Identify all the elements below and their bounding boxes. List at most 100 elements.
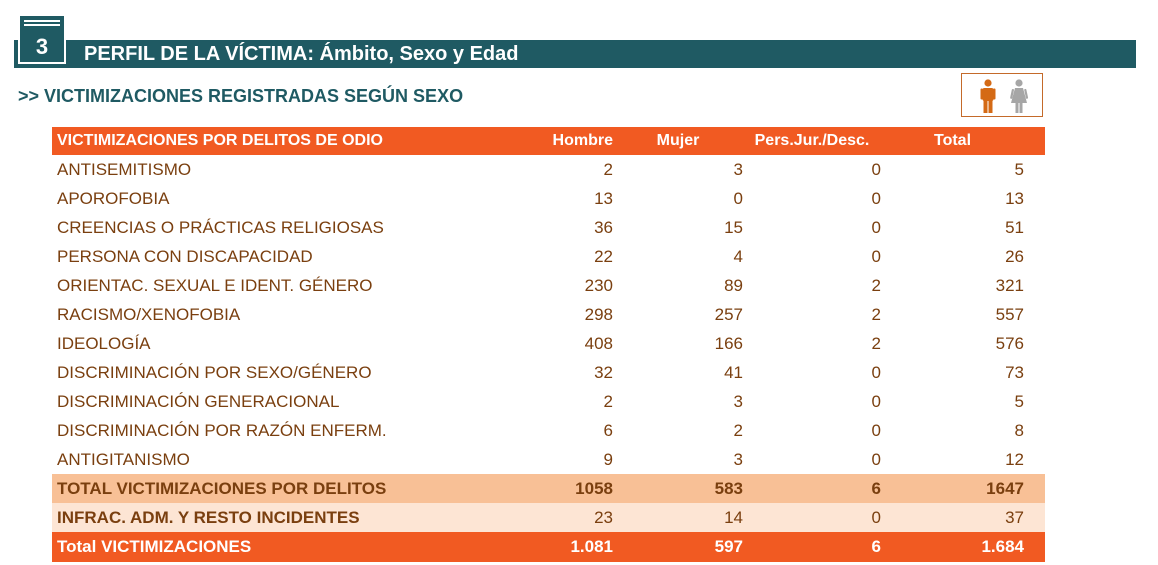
table-row: ANTISEMITISMO 2 3 0 5	[52, 155, 1045, 184]
table-row: RACISMO/XENOFOBIA 298 257 2 557	[52, 300, 1045, 329]
section-number: 3	[35, 34, 49, 59]
row-label: ORIENTAC. SEXUAL E IDENT. GÉNERO	[57, 275, 373, 295]
cell-mujer: 3	[733, 159, 743, 179]
table-row: DISCRIMINACIÓN POR SEXO/GÉNERO 32 41 0 73	[52, 358, 1045, 387]
row-label: DISCRIMINACIÓN POR RAZÓN ENFERM.	[57, 420, 387, 440]
header-mujer: Mujer	[656, 132, 700, 149]
cell-pers-jur: 2	[871, 333, 881, 353]
row-label: RACISMO/XENOFOBIA	[57, 304, 241, 324]
cell-total: 1.684	[981, 537, 1024, 556]
woman-icon	[1010, 79, 1029, 113]
cell-pers-jur: 2	[871, 275, 881, 295]
cell-pers-jur: 6	[871, 478, 881, 498]
row-label: ANTIGITANISMO	[57, 449, 190, 469]
cell-hombre: 298	[584, 304, 613, 324]
victimizaciones-table: VICTIMIZACIONES POR DELITOS DE ODIO Homb…	[52, 127, 1045, 562]
section-box-decoration	[24, 20, 60, 26]
table-row: DISCRIMINACIÓN GENERACIONAL 2 3 0 5	[52, 387, 1045, 416]
cell-hombre: 1.081	[570, 537, 613, 556]
cell-hombre: 230	[584, 275, 613, 295]
cell-hombre: 13	[594, 188, 613, 208]
row-label: Total VICTIMIZACIONES	[57, 537, 252, 556]
cell-total: 51	[1005, 217, 1024, 237]
cell-total: 5	[1014, 159, 1024, 179]
header-pers-jur: Pers.Jur./Desc.	[754, 132, 870, 149]
cell-pers-jur: 6	[871, 537, 881, 556]
cell-total: 73	[1005, 362, 1024, 382]
table-row: ORIENTAC. SEXUAL E IDENT. GÉNERO 230 89 2 32…	[52, 271, 1045, 300]
row-label: CREENCIAS O PRÁCTICAS RELIGIOSAS	[57, 217, 384, 237]
cell-hombre: 22	[594, 246, 613, 266]
section-number-box: 3	[18, 14, 66, 64]
section-header-band	[14, 40, 1136, 68]
infrac-row: INFRAC. ADM. Y RESTO INCIDENTES 23 14 0 …	[52, 503, 1045, 532]
subtitle: >> VICTIMIZACIONES REGISTRADAS SEGÚN SEX…	[18, 86, 464, 106]
cell-total: 12	[1005, 449, 1024, 469]
cell-mujer: 3	[733, 391, 743, 411]
section-title: PERFIL DE LA VÍCTIMA: Ámbito, Sexo y Eda…	[84, 43, 519, 65]
cell-hombre: 2	[603, 159, 613, 179]
total-delitos-row: TOTAL VICTIMIZACIONES POR DELITOS 1058 5…	[52, 474, 1045, 503]
cell-mujer: 2	[733, 420, 743, 440]
table-row: IDEOLOGÍA 408 166 2 576	[52, 329, 1045, 358]
cell-hombre: 6	[603, 420, 613, 440]
cell-total: 321	[995, 275, 1024, 295]
row-label: APOROFOBIA	[57, 188, 170, 208]
cell-mujer: 597	[714, 537, 743, 556]
cell-pers-jur: 2	[871, 304, 881, 324]
gender-icons-box	[961, 73, 1043, 117]
cell-pers-jur: 0	[871, 159, 881, 179]
cell-mujer: 0	[733, 188, 743, 208]
cell-total: 1647	[986, 478, 1024, 498]
cell-hombre: 1058	[575, 478, 613, 498]
cell-hombre: 9	[603, 449, 613, 469]
cell-pers-jur: 0	[871, 362, 881, 382]
table-row: CREENCIAS O PRÁCTICAS RELIGIOSAS 36 15 0 51	[52, 213, 1045, 242]
cell-total: 5	[1014, 391, 1024, 411]
cell-total: 8	[1014, 420, 1024, 440]
row-label: TOTAL VICTIMIZACIONES POR DELITOS	[57, 478, 387, 498]
cell-mujer: 89	[724, 275, 743, 295]
cell-total: 26	[1005, 246, 1024, 266]
row-label: INFRAC. ADM. Y RESTO INCIDENTES	[57, 507, 360, 527]
cell-total: 37	[1005, 507, 1024, 527]
row-label: IDEOLOGÍA	[57, 333, 151, 353]
row-label: PERSONA CON DISCAPACIDAD	[57, 246, 313, 266]
cell-pers-jur: 0	[871, 188, 881, 208]
cell-mujer: 14	[724, 507, 743, 527]
table-row: APOROFOBIA 13 0 0 13	[52, 184, 1045, 213]
cell-mujer: 41	[724, 362, 743, 382]
table-row: DISCRIMINACIÓN POR RAZÓN ENFERM. 6 2 0 8	[52, 416, 1045, 445]
cell-total: 576	[995, 333, 1024, 353]
cell-mujer: 583	[714, 478, 743, 498]
header-total: Total	[933, 132, 972, 149]
cell-pers-jur: 0	[871, 449, 881, 469]
cell-mujer: 166	[714, 333, 743, 353]
cell-pers-jur: 0	[871, 217, 881, 237]
header-hombre: Hombre	[552, 132, 613, 149]
cell-pers-jur: 0	[871, 507, 881, 527]
cell-mujer: 15	[724, 217, 743, 237]
table-row: ANTIGITANISMO 9 3 0 12	[52, 445, 1045, 474]
header-category: VICTIMIZACIONES POR DELITOS DE ODIO	[57, 132, 383, 149]
cell-pers-jur: 0	[871, 391, 881, 411]
grand-total-row: Total VICTIMIZACIONES 1.081 597 6 1.684	[52, 532, 1045, 562]
cell-hombre: 36	[594, 217, 613, 237]
row-label: DISCRIMINACIÓN GENERACIONAL	[57, 391, 340, 411]
cell-hombre: 23	[594, 507, 613, 527]
table-row: PERSONA CON DISCAPACIDAD 22 4 0 26	[52, 242, 1045, 271]
row-label: ANTISEMITISMO	[57, 159, 192, 179]
cell-total: 557	[995, 304, 1024, 324]
cell-hombre: 2	[603, 391, 613, 411]
cell-total: 13	[1005, 188, 1024, 208]
table-header-row: VICTIMIZACIONES POR DELITOS DE ODIO Homb…	[52, 127, 1045, 155]
cell-pers-jur: 0	[871, 420, 881, 440]
cell-mujer: 4	[733, 246, 743, 266]
cell-mujer: 257	[714, 304, 743, 324]
cell-hombre: 32	[594, 362, 613, 382]
cell-pers-jur: 0	[871, 246, 881, 266]
man-icon	[980, 79, 996, 113]
cell-hombre: 408	[584, 333, 613, 353]
row-label: DISCRIMINACIÓN POR SEXO/GÉNERO	[57, 362, 372, 382]
cell-mujer: 3	[733, 449, 743, 469]
